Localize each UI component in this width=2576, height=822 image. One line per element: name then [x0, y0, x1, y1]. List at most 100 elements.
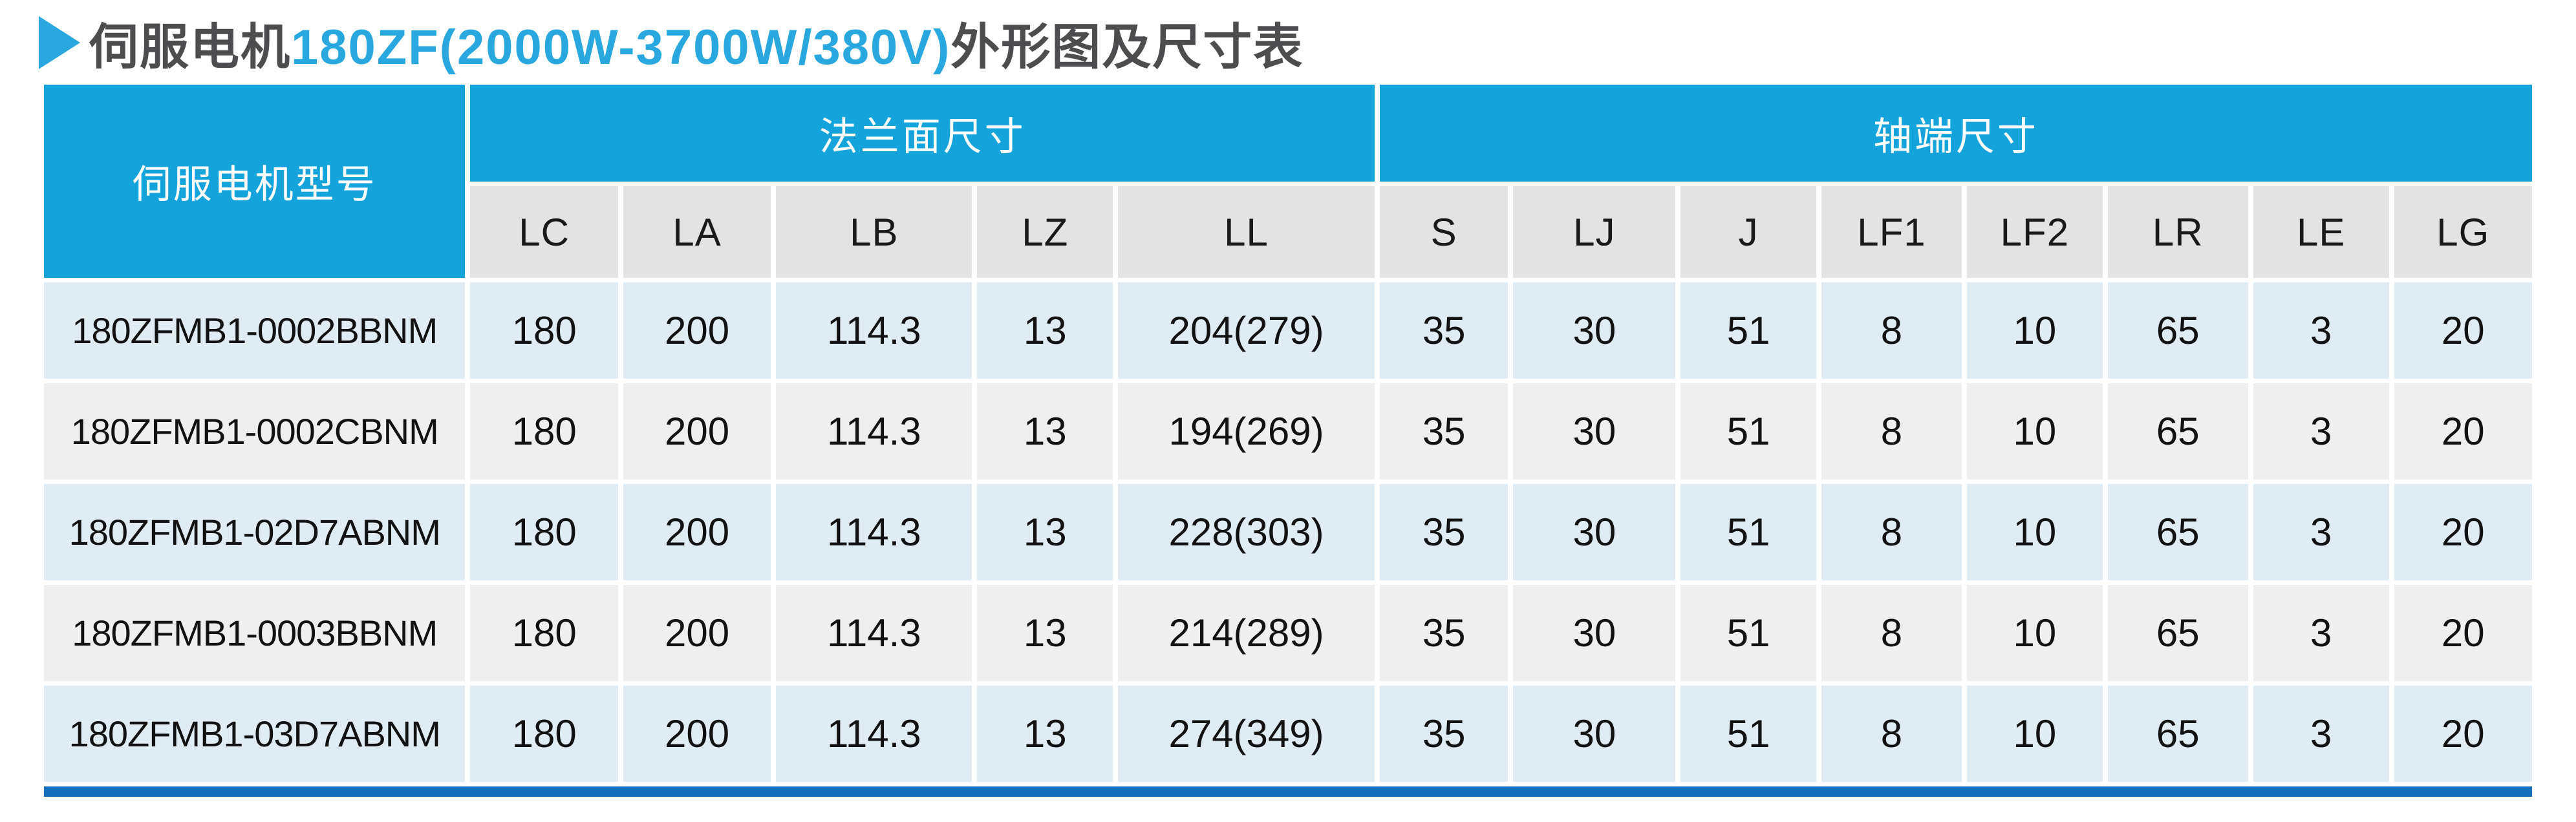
cell-value: 114.3: [776, 484, 972, 580]
cell-value: 10: [1967, 383, 2103, 480]
title-prefix: 伺服电机: [89, 20, 291, 75]
group-header-shaft: 轴端尺寸: [1379, 85, 2532, 182]
column-header: LE: [2253, 186, 2389, 278]
title-suffix: 外形图及尺寸表: [950, 20, 1304, 75]
cell-value: 180: [470, 686, 618, 782]
column-header: LZ: [977, 186, 1113, 278]
cell-value: 274(349): [1118, 686, 1375, 782]
group-header-flange: 法兰面尺寸: [470, 85, 1375, 182]
cell-value: 10: [1967, 686, 2103, 782]
column-header: LF1: [1821, 186, 1962, 278]
cell-value: 200: [623, 383, 771, 480]
column-header: LR: [2107, 186, 2248, 278]
cell-model: 180ZFMB1-0003BBNM: [44, 585, 466, 681]
cell-value: 30: [1513, 282, 1676, 379]
cell-value: 180: [470, 585, 618, 681]
cell-value: 194(269): [1118, 383, 1375, 480]
column-header: LG: [2394, 186, 2532, 278]
cell-value: 20: [2394, 282, 2532, 379]
cell-value: 10: [1967, 484, 2103, 580]
cell-value: 35: [1379, 282, 1508, 379]
cell-value: 8: [1821, 686, 1962, 782]
cell-model: 180ZFMB1-0002CBNM: [44, 383, 466, 480]
cell-value: 114.3: [776, 282, 972, 379]
cell-value: 30: [1513, 484, 1676, 580]
cell-value: 114.3: [776, 686, 972, 782]
cell-value: 13: [977, 484, 1113, 580]
cell-value: 20: [2394, 484, 2532, 580]
cell-value: 180: [470, 383, 618, 480]
cell-value: 65: [2107, 686, 2248, 782]
title-highlight: 180ZF(2000W-3700W/380V): [291, 20, 951, 75]
cell-value: 204(279): [1118, 282, 1375, 379]
cell-value: 20: [2394, 686, 2532, 782]
cell-value: 51: [1680, 585, 1816, 681]
cell-value: 20: [2394, 383, 2532, 480]
cell-value: 200: [623, 585, 771, 681]
title-triangle-icon: [39, 16, 80, 69]
cell-value: 13: [977, 282, 1113, 379]
cell-value: 65: [2107, 484, 2248, 580]
cell-value: 35: [1379, 686, 1508, 782]
cell-model: 180ZFMB1-0002BBNM: [44, 282, 466, 379]
table-row: 180ZFMB1-0002CBNM 180 200 114.3 13 194(269) 35…: [44, 383, 2532, 480]
table-bottom-bar: [44, 786, 2532, 797]
table-body: 180ZFMB1-0002BBNM 180 200 114.3 13 204(279) 35…: [44, 282, 2532, 782]
cell-value: 3: [2253, 484, 2389, 580]
column-header: J: [1680, 186, 1816, 278]
cell-value: 8: [1821, 484, 1962, 580]
cell-value: 35: [1379, 383, 1508, 480]
cell-value: 180: [470, 484, 618, 580]
page-title: 伺服电机180ZF(2000W-3700W/380V)外形图及尺寸表: [39, 6, 2537, 79]
cell-value: 200: [623, 282, 771, 379]
cell-value: 35: [1379, 585, 1508, 681]
cell-value: 214(289): [1118, 585, 1375, 681]
cell-value: 65: [2107, 383, 2248, 480]
cell-value: 180: [470, 282, 618, 379]
table-row: 180ZFMB1-02D7ABNM 180 200 114.3 13 228(303) 35…: [44, 484, 2532, 580]
cell-value: 8: [1821, 383, 1962, 480]
column-header: LA: [623, 186, 771, 278]
bottom-bar-fill: [44, 786, 2532, 797]
column-header: S: [1379, 186, 1508, 278]
table-row: 180ZFMB1-0002BBNM 180 200 114.3 13 204(279) 35…: [44, 282, 2532, 379]
cell-value: 8: [1821, 282, 1962, 379]
cell-value: 114.3: [776, 383, 972, 480]
cell-value: 10: [1967, 282, 2103, 379]
cell-value: 3: [2253, 282, 2389, 379]
table-row: 180ZFMB1-0003BBNM 180 200 114.3 13 214(289) 35…: [44, 585, 2532, 681]
cell-value: 30: [1513, 383, 1676, 480]
column-header-row: LC LA LB LZ LL S LJ J LF1 LF2 LR LE LG: [44, 186, 2532, 278]
column-header: LC: [470, 186, 618, 278]
group-header-row: 伺服电机型号 法兰面尺寸 轴端尺寸: [44, 85, 2532, 278]
column-header: LF2: [1967, 186, 2103, 278]
cell-value: 35: [1379, 484, 1508, 580]
page: 伺服电机180ZF(2000W-3700W/380V)外形图及尺寸表 伺服电机型…: [39, 6, 2537, 797]
cell-model: 180ZFMB1-03D7ABNM: [44, 686, 466, 782]
cell-value: 13: [977, 383, 1113, 480]
cell-value: 228(303): [1118, 484, 1375, 580]
cell-value: 3: [2253, 585, 2389, 681]
cell-value: 3: [2253, 383, 2389, 480]
cell-value: 114.3: [776, 585, 972, 681]
cell-value: 30: [1513, 686, 1676, 782]
column-header: LL: [1118, 186, 1375, 278]
cell-value: 3: [2253, 686, 2389, 782]
cell-value: 13: [977, 585, 1113, 681]
cell-value: 51: [1680, 686, 1816, 782]
page-title-text: 伺服电机180ZF(2000W-3700W/380V)外形图及尺寸表: [89, 7, 1304, 78]
cell-value: 65: [2107, 282, 2248, 379]
cell-value: 65: [2107, 585, 2248, 681]
cell-value: 10: [1967, 585, 2103, 681]
cell-value: 13: [977, 686, 1113, 782]
column-header: LJ: [1513, 186, 1676, 278]
cell-value: 51: [1680, 383, 1816, 480]
cell-value: 30: [1513, 585, 1676, 681]
cell-value: 8: [1821, 585, 1962, 681]
cell-value: 51: [1680, 484, 1816, 580]
cell-model: 180ZFMB1-02D7ABNM: [44, 484, 466, 580]
cell-value: 51: [1680, 282, 1816, 379]
cell-value: 200: [623, 686, 771, 782]
column-header: LB: [776, 186, 972, 278]
model-column-header: 伺服电机型号: [44, 85, 466, 278]
